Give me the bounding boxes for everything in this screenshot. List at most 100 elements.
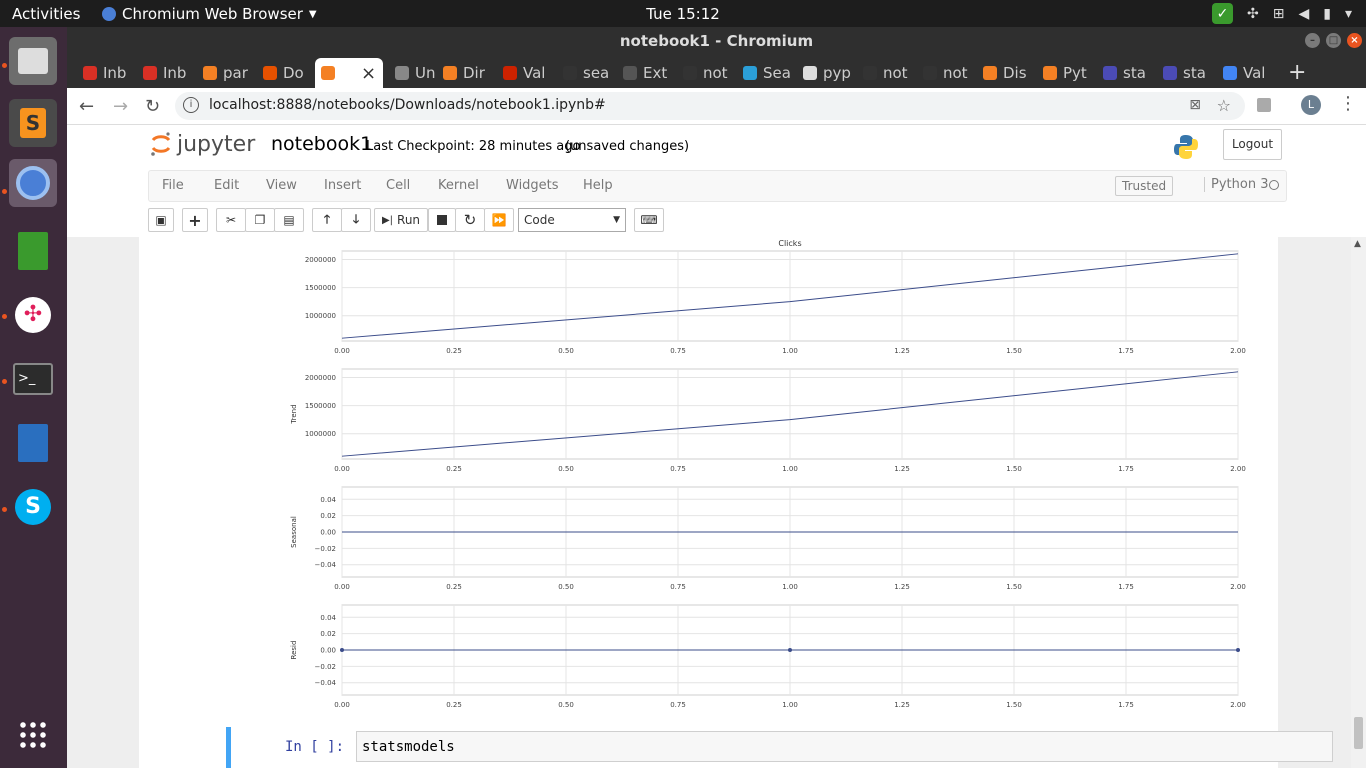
network-icon[interactable]: ⊞ <box>1272 5 1285 22</box>
writer-icon[interactable] <box>9 419 57 467</box>
menu-help[interactable]: Help <box>583 178 613 193</box>
jupyter-logo[interactable]: jupyter <box>150 131 255 157</box>
tab-label: not <box>943 64 968 82</box>
chromium-icon[interactable] <box>9 159 57 207</box>
tab-favicon-icon <box>83 66 97 80</box>
sublime-text-icon[interactable]: S <box>9 99 57 147</box>
command-palette-button[interactable]: ⌨ <box>634 208 664 232</box>
browser-tab[interactable]: sea <box>557 58 617 88</box>
y-tick-label: −0.04 <box>315 561 337 569</box>
move-down-button[interactable]: 🡓 <box>341 208 371 232</box>
notebook-name[interactable]: notebook1 <box>271 133 373 155</box>
show-apps-icon[interactable] <box>9 711 57 759</box>
menu-view[interactable]: View <box>266 178 297 193</box>
tab-label: Do <box>283 64 304 82</box>
browser-tab[interactable]: pyp <box>797 58 857 88</box>
copy-button[interactable]: ❐ <box>245 208 275 232</box>
browser-tab[interactable]: Dir <box>437 58 497 88</box>
new-tab-button[interactable]: + <box>1288 60 1307 85</box>
browser-menu-icon[interactable]: ⋮ <box>1339 93 1357 114</box>
kernel-idle-icon <box>1269 180 1279 190</box>
browser-tab[interactable]: sta <box>1097 58 1157 88</box>
logout-button[interactable]: Logout <box>1223 129 1282 160</box>
menu-edit[interactable]: Edit <box>214 178 240 193</box>
reload-button[interactable]: ↻ <box>145 96 161 117</box>
update-icon[interactable]: ✓ <box>1212 3 1233 24</box>
profile-avatar[interactable]: L <box>1301 95 1321 115</box>
restart-button[interactable]: ↻ <box>455 208 485 232</box>
browser-tab[interactable]: not <box>857 58 917 88</box>
browser-tab[interactable]: Ext <box>617 58 677 88</box>
running-indicator <box>2 507 7 512</box>
x-tick-label: 0.50 <box>558 347 574 355</box>
skype-icon[interactable]: S <box>9 483 57 531</box>
move-up-button[interactable]: 🡑 <box>312 208 342 232</box>
menu-file[interactable]: File <box>162 178 184 193</box>
maximize-button[interactable]: □ <box>1326 33 1341 48</box>
activities-button[interactable]: Activities <box>12 5 81 23</box>
chromium-icon <box>102 7 116 21</box>
clock[interactable]: Tue 15:12 <box>646 5 720 23</box>
cell-input[interactable]: statsmodels <box>356 731 1333 762</box>
browser-tab[interactable]: Un <box>389 58 449 88</box>
browser-tab[interactable]: Inb <box>77 58 137 88</box>
close-button[interactable]: × <box>1347 33 1362 48</box>
chart-title: Clicks <box>778 239 801 248</box>
scroll-up-icon[interactable]: ▲ <box>1354 239 1361 249</box>
save-button[interactable]: ▣ <box>148 208 174 232</box>
scrollbar-thumb[interactable] <box>1354 717 1363 749</box>
kernel-name[interactable]: Python 3 <box>1204 177 1268 192</box>
browser-tab[interactable]: sta <box>1157 58 1217 88</box>
run-button[interactable]: ▶| Run <box>374 208 428 232</box>
menu-cell[interactable]: Cell <box>386 178 411 193</box>
page-scrollbar[interactable]: ▲ <box>1351 237 1366 768</box>
trusted-indicator[interactable]: Trusted <box>1115 176 1174 196</box>
address-bar[interactable]: i localhost:8888/notebooks/Downloads/not… <box>175 92 1245 120</box>
fast-forward-icon: ⏩ <box>491 213 507 227</box>
extension-icon[interactable] <box>1257 98 1271 112</box>
menu-widgets[interactable]: Widgets <box>506 178 559 193</box>
y-axis-label: Resid <box>290 641 298 660</box>
menu-kernel[interactable]: Kernel <box>438 178 479 193</box>
tab-active[interactable]: × <box>315 58 383 88</box>
files-icon[interactable] <box>9 37 57 85</box>
forward-button[interactable]: → <box>113 96 129 117</box>
browser-tab[interactable]: par <box>197 58 257 88</box>
chevron-down-icon[interactable]: ▾ <box>1344 5 1352 22</box>
volume-icon[interactable]: ◀ <box>1298 5 1310 22</box>
spreadsheet-icon[interactable] <box>9 227 57 275</box>
bookmark-star-icon[interactable]: ☆ <box>1216 96 1231 115</box>
interrupt-button[interactable] <box>428 208 456 232</box>
url-text[interactable]: localhost:8888/notebooks/Downloads/noteb… <box>209 97 606 113</box>
browser-tab[interactable]: Inb <box>137 58 197 88</box>
browser-tab[interactable]: Val <box>1217 58 1277 88</box>
browser-tab[interactable]: Val <box>497 58 557 88</box>
cell-type-select[interactable]: Code ▼ <box>518 208 626 232</box>
paste-button[interactable]: ▤ <box>274 208 304 232</box>
jupyter-header: jupyter notebook1 Last Checkpoint: 28 mi… <box>67 125 1366 236</box>
browser-tab[interactable]: Pyt <box>1037 58 1097 88</box>
slack-tray-icon[interactable]: ✣ <box>1247 5 1259 22</box>
browser-tab[interactable]: Dis <box>977 58 1037 88</box>
browser-toolbar: ← → ↻ i localhost:8888/notebooks/Downloa… <box>67 88 1366 125</box>
slack-icon[interactable]: ✣ <box>9 291 57 339</box>
battery-icon[interactable]: ▮ <box>1323 5 1331 22</box>
browser-tab[interactable]: Do <box>257 58 317 88</box>
popup-blocked-icon[interactable]: ⊠ <box>1189 97 1201 113</box>
info-icon[interactable]: i <box>183 97 199 113</box>
running-indicator <box>2 189 7 194</box>
insert-cell-button[interactable]: + <box>182 208 208 232</box>
menu-insert[interactable]: Insert <box>324 178 362 193</box>
browser-tab[interactable]: not <box>917 58 977 88</box>
tab-close-icon[interactable]: × <box>361 62 377 84</box>
restart-run-all-button[interactable]: ⏩ <box>484 208 514 232</box>
browser-tab[interactable]: Sea <box>737 58 797 88</box>
code-cell[interactable]: In [ ]: statsmodels <box>226 727 1341 768</box>
minimize-button[interactable]: – <box>1305 33 1320 48</box>
terminal-icon[interactable]: >_ <box>9 355 57 403</box>
cut-button[interactable]: ✂ <box>216 208 246 232</box>
system-tray[interactable]: ✓ ✣ ⊞ ◀ ▮ ▾ <box>1212 3 1352 24</box>
app-menu[interactable]: Chromium Web Browser ▼ <box>102 5 317 23</box>
back-button[interactable]: ← <box>79 96 95 117</box>
browser-tab[interactable]: not <box>677 58 737 88</box>
